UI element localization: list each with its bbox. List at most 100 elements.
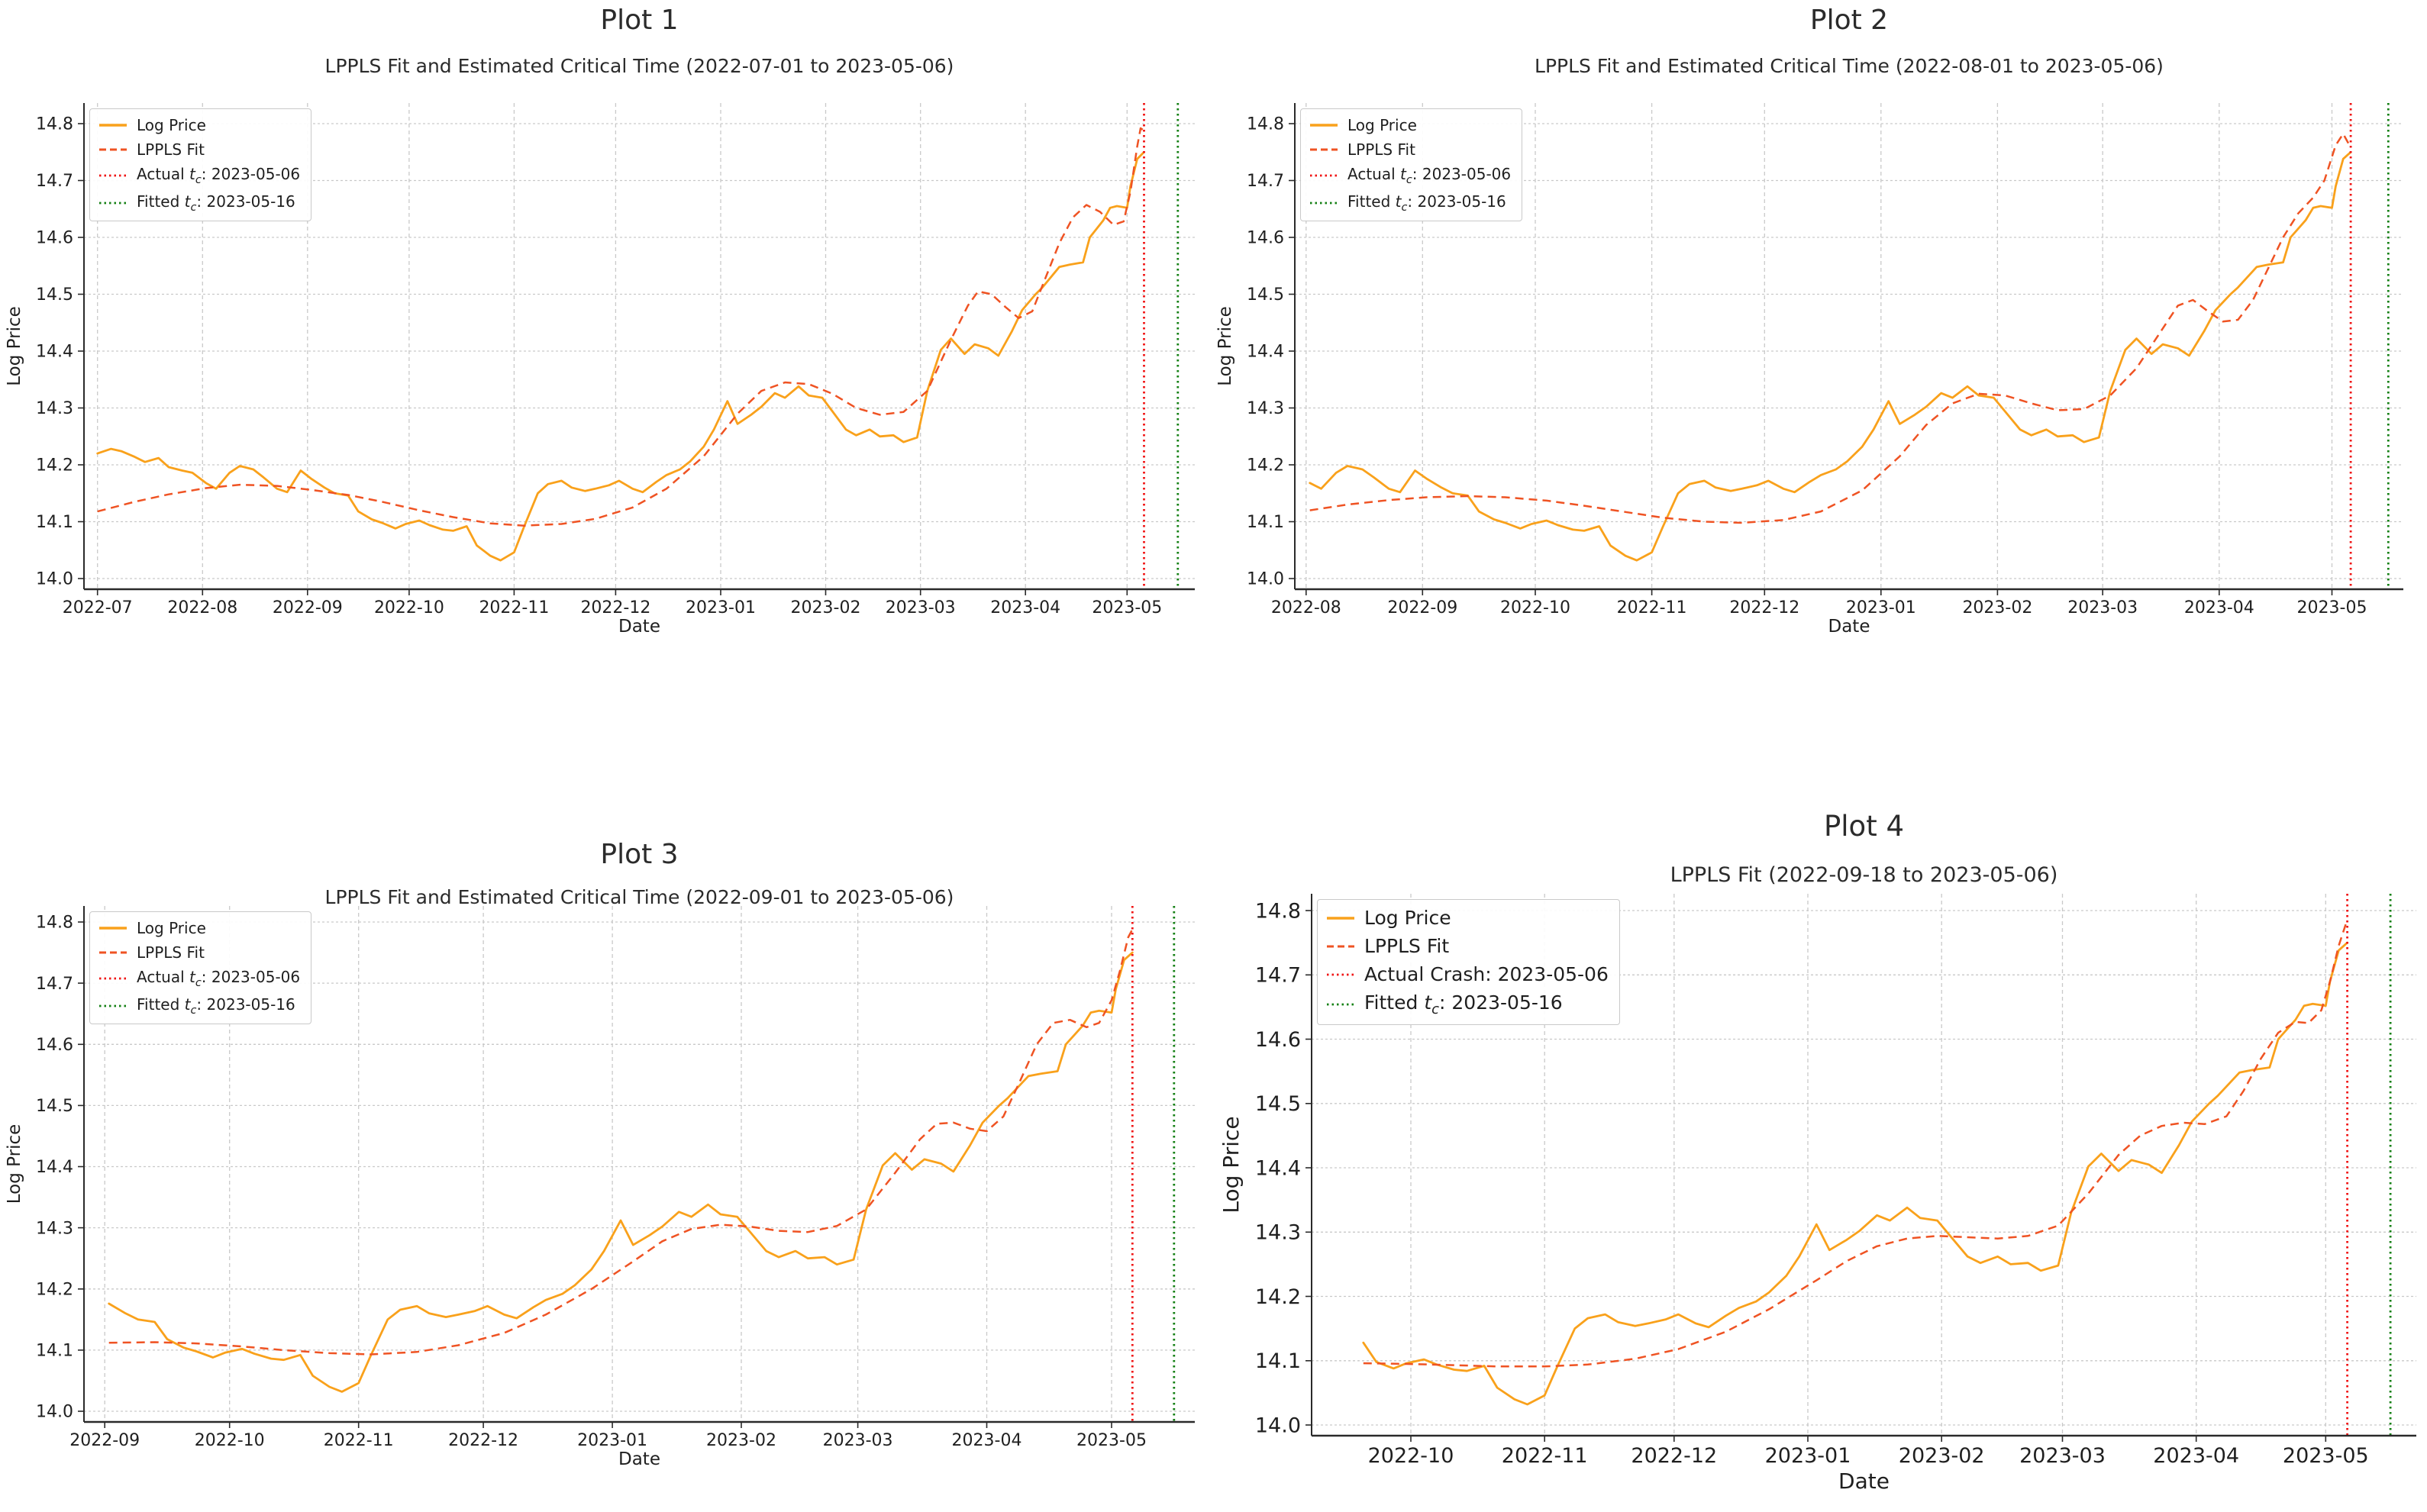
legend-actual-swatch-icon <box>99 174 127 177</box>
plot-1-panel: Plot 1 LPPLS Fit and Estimated Critical … <box>0 0 1213 756</box>
x-tick-label: 2023-02 <box>706 1431 776 1450</box>
x-tick-label: 2022-12 <box>448 1431 518 1450</box>
plot-1-canvas: 2022-07 2022-08 2022-09 2022-10 2022-11 2022-… <box>5 103 1195 637</box>
plot-2-legend: Log Price LPPLS Fit Actual tc: 2023-05-06 F… <box>1300 108 1523 221</box>
legend-price-swatch-icon <box>1310 124 1338 127</box>
x-tick-label: 2022-09 <box>1387 598 1457 617</box>
y-tick-label: 14.5 <box>36 1097 73 1116</box>
y-tick-label: 14.8 <box>1255 899 1301 923</box>
x-tick-label: 2023-03 <box>823 1431 893 1450</box>
x-tick-label: 2023-02 <box>791 598 861 617</box>
legend-item-actual: Actual Crash: 2023-05-06 <box>1325 963 1609 985</box>
legend-item-price: Log Price <box>98 919 300 937</box>
legend-item-actual: Actual tc: 2023-05-06 <box>1309 165 1511 186</box>
y-tick-label: 14.3 <box>1255 1221 1301 1245</box>
plot-3-panel: Plot 3 LPPLS Fit and Estimated Critical … <box>0 756 1213 1512</box>
y-tick-label: 14.8 <box>36 115 73 134</box>
y-tick-label: 14.7 <box>1255 964 1301 988</box>
y-tick-label: 14.1 <box>1247 513 1284 532</box>
y-tick-label: 14.7 <box>36 975 73 994</box>
tick-marks <box>78 123 1128 595</box>
legend-item-fit: LPPLS Fit <box>1309 140 1511 159</box>
y-tick-label: 14.3 <box>1247 399 1284 418</box>
y-axis-label: Log Price <box>1215 306 1235 386</box>
x-tick-label: 2023-03 <box>2067 598 2138 617</box>
x-tick-label: 2022-08 <box>167 598 237 617</box>
y-axis-label: Log Price <box>5 1124 24 1204</box>
y-tick-label: 14.6 <box>1255 1028 1301 1052</box>
legend-item-label: Fitted tc: 2023-05-16 <box>1347 192 1506 214</box>
y-axis-label: Log Price <box>1218 1116 1244 1213</box>
x-tick-label: 2023-03 <box>886 598 956 617</box>
y-tick-label: 14.7 <box>1247 172 1284 191</box>
legend-item-label: LPPLS Fit <box>1364 935 1450 957</box>
legend-item-label: Actual tc: 2023-05-06 <box>137 165 301 186</box>
tick-marks <box>78 921 1112 1428</box>
axes-spines <box>1311 894 2416 1437</box>
legend-item-fitted: Fitted tc: 2023-05-16 <box>98 192 300 214</box>
plot-2-canvas: 2022-08 2022-09 2022-10 2022-11 2022-12 2023-… <box>1215 103 2403 637</box>
x-tick-label: 2023-02 <box>1962 598 2032 617</box>
legend-item-label: Actual tc: 2023-05-06 <box>137 968 301 989</box>
x-tick-label: 2023-01 <box>577 1431 647 1450</box>
plot-4-panel: Plot 4 LPPLS Fit (2022-09-18 to 2023-05-… <box>1214 756 2427 1512</box>
plot-3-canvas: 2022-09 2022-10 2022-11 2022-12 2023-01 2023-… <box>5 906 1195 1469</box>
legend-item-fit: LPPLS Fit <box>98 943 300 962</box>
legend-item-fitted: Fitted tc: 2023-05-16 <box>1309 192 1511 214</box>
y-tick-label: 14.3 <box>36 1219 73 1238</box>
tick-marks <box>1305 910 2327 1442</box>
x-axis-label: Date <box>1838 1468 1890 1494</box>
legend-item-actual: Actual tc: 2023-05-06 <box>98 968 300 989</box>
legend-item-fit: LPPLS Fit <box>1325 935 1609 957</box>
gridlines <box>1295 103 2403 589</box>
plot-4-subtitle: LPPLS Fit (2022-09-18 to 2023-05-06) <box>1670 863 2058 887</box>
y-tick-label: 14.0 <box>36 1403 73 1422</box>
legend-fit-swatch-icon <box>1310 148 1338 151</box>
tick-labels: 2022-10 2022-11 2022-12 2023-01 2023-02 2023-… <box>1255 899 2369 1468</box>
legend-fit-swatch-icon <box>99 148 127 151</box>
legend-actual-swatch-icon <box>1327 973 1354 975</box>
y-tick-label: 14.0 <box>1247 570 1284 589</box>
x-tick-label: 2022-11 <box>479 598 549 617</box>
legend-fitted-swatch-icon <box>1310 201 1338 205</box>
log-price-line <box>1362 941 2348 1406</box>
plot-2-title: Plot 2 <box>1809 5 1889 36</box>
axes-spines <box>83 103 1195 591</box>
lppls-fit-line <box>108 929 1134 1356</box>
legend-item-label: Log Price <box>1364 907 1451 929</box>
x-tick-label: 2022-12 <box>1729 598 1799 617</box>
x-tick-label: 2022-11 <box>1617 598 1687 617</box>
y-tick-label: 14.7 <box>36 172 73 191</box>
y-tick-label: 14.4 <box>1255 1157 1301 1181</box>
legend-item-label: Log Price <box>137 919 206 937</box>
y-tick-label: 14.4 <box>36 1158 73 1177</box>
x-tick-label: 2023-01 <box>686 598 756 617</box>
y-tick-label: 14.6 <box>36 229 73 248</box>
x-tick-label: 2023-03 <box>2019 1444 2106 1468</box>
legend-item-label: Fitted tc: 2023-05-16 <box>137 995 295 1017</box>
legend-item-label: Log Price <box>1347 116 1417 134</box>
legend-fitted-swatch-icon <box>1327 1003 1354 1006</box>
legend-item-price: Log Price <box>1325 907 1609 929</box>
legend-item-fitted: Fitted tc: 2023-05-16 <box>1325 991 1609 1017</box>
legend-item-label: LPPLS Fit <box>137 943 205 962</box>
y-tick-label: 14.8 <box>1247 115 1284 134</box>
plot-4-legend: Log Price LPPLS Fit Actual Crash: 2023-05-… <box>1317 899 1620 1025</box>
x-tick-label: 2023-05 <box>2297 598 2367 617</box>
x-tick-label: 2022-10 <box>1500 598 1570 617</box>
tick-labels: 2022-09 2022-10 2022-11 2022-12 2023-01 2023-… <box>36 914 1147 1451</box>
x-tick-label: 2022-10 <box>1368 1444 1454 1468</box>
plot-3-subtitle: LPPLS Fit and Estimated Critical Time (2… <box>324 886 954 908</box>
x-tick-label: 2023-02 <box>1899 1444 1985 1468</box>
plot-4-canvas: 2022-10 2022-11 2022-12 2023-01 2023-02 2023-… <box>1218 894 2416 1494</box>
legend-item-label: LPPLS Fit <box>1347 140 1415 159</box>
y-tick-label: 14.3 <box>36 399 73 418</box>
plot-1-subtitle: LPPLS Fit and Estimated Critical Time (2… <box>324 55 954 77</box>
plot-2-panel: Plot 2 LPPLS Fit and Estimated Critical … <box>1214 0 2427 756</box>
legend-fitted-swatch-icon <box>99 201 127 205</box>
y-tick-label: 14.2 <box>1247 456 1284 476</box>
x-tick-label: 2022-08 <box>1271 598 1341 617</box>
y-tick-label: 14.1 <box>1255 1349 1301 1373</box>
legend-price-swatch-icon <box>99 124 127 127</box>
